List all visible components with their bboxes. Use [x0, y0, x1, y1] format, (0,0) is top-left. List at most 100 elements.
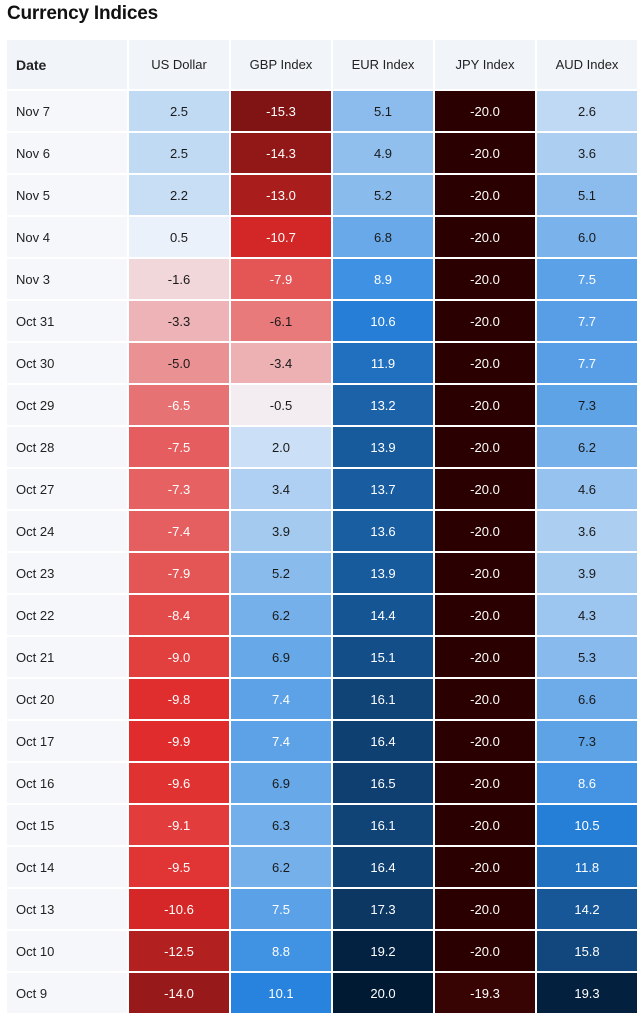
- heatmap-cell-us-dollar: 0.5: [129, 217, 229, 257]
- heatmap-cell-jpy-index: -19.3: [435, 973, 535, 1013]
- table-row: Oct 15 -9.1 6.3 16.1 -20.0 10.5: [7, 805, 637, 845]
- table-row: Oct 17 -9.9 7.4 16.4 -20.0 7.3: [7, 721, 637, 761]
- heatmap-cell-aud-index: 8.6: [537, 763, 637, 803]
- heatmap-cell-us-dollar: -10.6: [129, 889, 229, 929]
- heatmap-cell-aud-index: 7.7: [537, 301, 637, 341]
- heatmap-cell-aud-index: 5.3: [537, 637, 637, 677]
- table-row: Oct 28 -7.5 2.0 13.9 -20.0 6.2: [7, 427, 637, 467]
- heatmap-cell-us-dollar: -8.4: [129, 595, 229, 635]
- heatmap-cell-jpy-index: -20.0: [435, 217, 535, 257]
- heatmap-cell-aud-index: 3.6: [537, 133, 637, 173]
- heatmap-cell-aud-index: 7.3: [537, 385, 637, 425]
- heatmap-cell-jpy-index: -20.0: [435, 133, 535, 173]
- heatmap-cell-gbp-index: -0.5: [231, 385, 331, 425]
- row-date: Nov 3: [7, 259, 127, 299]
- heatmap-cell-eur-index: 16.4: [333, 721, 433, 761]
- heatmap-cell-jpy-index: -20.0: [435, 595, 535, 635]
- heatmap-cell-eur-index: 19.2: [333, 931, 433, 971]
- column-header-eur-index[interactable]: EUR Index: [333, 40, 433, 89]
- heatmap-cell-us-dollar: -5.0: [129, 343, 229, 383]
- heatmap-cell-aud-index: 7.3: [537, 721, 637, 761]
- heatmap-cell-jpy-index: -20.0: [435, 763, 535, 803]
- heatmap-cell-gbp-index: 6.9: [231, 637, 331, 677]
- heatmap-cell-gbp-index: -14.3: [231, 133, 331, 173]
- heatmap-cell-us-dollar: -1.6: [129, 259, 229, 299]
- column-header-gbp-index[interactable]: GBP Index: [231, 40, 331, 89]
- heatmap-cell-eur-index: 20.0: [333, 973, 433, 1013]
- heatmap-cell-us-dollar: -14.0: [129, 973, 229, 1013]
- heatmap-cell-eur-index: 13.9: [333, 427, 433, 467]
- heatmap-cell-us-dollar: -9.8: [129, 679, 229, 719]
- column-header-us-dollar[interactable]: US Dollar: [129, 40, 229, 89]
- heatmap-cell-jpy-index: -20.0: [435, 637, 535, 677]
- table-row: Oct 14 -9.5 6.2 16.4 -20.0 11.8: [7, 847, 637, 887]
- heatmap-cell-gbp-index: 7.4: [231, 679, 331, 719]
- heatmap-cell-aud-index: 11.8: [537, 847, 637, 887]
- table-row: Oct 16 -9.6 6.9 16.5 -20.0 8.6: [7, 763, 637, 803]
- table-row: Oct 13 -10.6 7.5 17.3 -20.0 14.2: [7, 889, 637, 929]
- heatmap-cell-jpy-index: -20.0: [435, 259, 535, 299]
- heatmap-cell-gbp-index: 3.4: [231, 469, 331, 509]
- row-date: Oct 21: [7, 637, 127, 677]
- heatmap-cell-us-dollar: -12.5: [129, 931, 229, 971]
- table-row: Oct 9 -14.0 10.1 20.0 -19.3 19.3: [7, 973, 637, 1013]
- heatmap-cell-us-dollar: -7.9: [129, 553, 229, 593]
- row-date: Nov 7: [7, 91, 127, 131]
- heatmap-cell-jpy-index: -20.0: [435, 679, 535, 719]
- heatmap-cell-gbp-index: 7.4: [231, 721, 331, 761]
- heatmap-cell-eur-index: 5.1: [333, 91, 433, 131]
- heatmap-cell-us-dollar: -9.5: [129, 847, 229, 887]
- heatmap-cell-eur-index: 13.6: [333, 511, 433, 551]
- heatmap-cell-aud-index: 14.2: [537, 889, 637, 929]
- heatmap-cell-jpy-index: -20.0: [435, 175, 535, 215]
- heatmap-cell-gbp-index: 6.2: [231, 847, 331, 887]
- table-row: Nov 7 2.5 -15.3 5.1 -20.0 2.6: [7, 91, 637, 131]
- heatmap-cell-eur-index: 13.7: [333, 469, 433, 509]
- heatmap-cell-us-dollar: -7.4: [129, 511, 229, 551]
- heatmap-cell-jpy-index: -20.0: [435, 889, 535, 929]
- heatmap-cell-gbp-index: 6.9: [231, 763, 331, 803]
- heatmap-cell-aud-index: 4.3: [537, 595, 637, 635]
- column-header-jpy-index[interactable]: JPY Index: [435, 40, 535, 89]
- heatmap-cell-gbp-index: -3.4: [231, 343, 331, 383]
- row-date: Oct 23: [7, 553, 127, 593]
- heatmap-cell-us-dollar: -9.9: [129, 721, 229, 761]
- heatmap-body: Nov 7 2.5 -15.3 5.1 -20.0 2.6 Nov 6 2.5 -14.3 4.9…: [7, 91, 637, 1013]
- table-row: Nov 4 0.5 -10.7 6.8 -20.0 6.0: [7, 217, 637, 257]
- heatmap-cell-us-dollar: -9.6: [129, 763, 229, 803]
- heatmap-cell-eur-index: 11.9: [333, 343, 433, 383]
- table-row: Oct 23 -7.9 5.2 13.9 -20.0 3.9: [7, 553, 637, 593]
- table-row: Nov 3 -1.6 -7.9 8.9 -20.0 7.5: [7, 259, 637, 299]
- heatmap-cell-gbp-index: 10.1: [231, 973, 331, 1013]
- heatmap-cell-us-dollar: -6.5: [129, 385, 229, 425]
- page-title: Currency Indices: [7, 3, 158, 24]
- heatmap-cell-jpy-index: -20.0: [435, 301, 535, 341]
- heatmap-cell-us-dollar: -7.3: [129, 469, 229, 509]
- currency-heatmap-table: Date US Dollar GBP Index EUR Index JPY I…: [5, 38, 639, 1015]
- heatmap-cell-jpy-index: -20.0: [435, 553, 535, 593]
- heatmap-cell-eur-index: 15.1: [333, 637, 433, 677]
- heatmap-cell-gbp-index: -6.1: [231, 301, 331, 341]
- header-row: Date US Dollar GBP Index EUR Index JPY I…: [7, 40, 637, 89]
- column-header-date[interactable]: Date: [7, 40, 127, 89]
- heatmap-cell-gbp-index: 2.0: [231, 427, 331, 467]
- table-row: Nov 6 2.5 -14.3 4.9 -20.0 3.6: [7, 133, 637, 173]
- heatmap-cell-gbp-index: -13.0: [231, 175, 331, 215]
- heatmap-cell-eur-index: 16.5: [333, 763, 433, 803]
- heatmap-cell-eur-index: 5.2: [333, 175, 433, 215]
- heatmap-cell-eur-index: 8.9: [333, 259, 433, 299]
- row-date: Oct 9: [7, 973, 127, 1013]
- heatmap-cell-jpy-index: -20.0: [435, 721, 535, 761]
- heatmap-cell-jpy-index: -20.0: [435, 427, 535, 467]
- heatmap-cell-eur-index: 16.4: [333, 847, 433, 887]
- heatmap-cell-gbp-index: 8.8: [231, 931, 331, 971]
- heatmap-cell-jpy-index: -20.0: [435, 847, 535, 887]
- heatmap-cell-aud-index: 7.5: [537, 259, 637, 299]
- row-date: Nov 6: [7, 133, 127, 173]
- row-date: Oct 31: [7, 301, 127, 341]
- row-date: Oct 28: [7, 427, 127, 467]
- heatmap-cell-aud-index: 7.7: [537, 343, 637, 383]
- column-header-aud-index[interactable]: AUD Index: [537, 40, 637, 89]
- row-date: Oct 20: [7, 679, 127, 719]
- table-row: Oct 30 -5.0 -3.4 11.9 -20.0 7.7: [7, 343, 637, 383]
